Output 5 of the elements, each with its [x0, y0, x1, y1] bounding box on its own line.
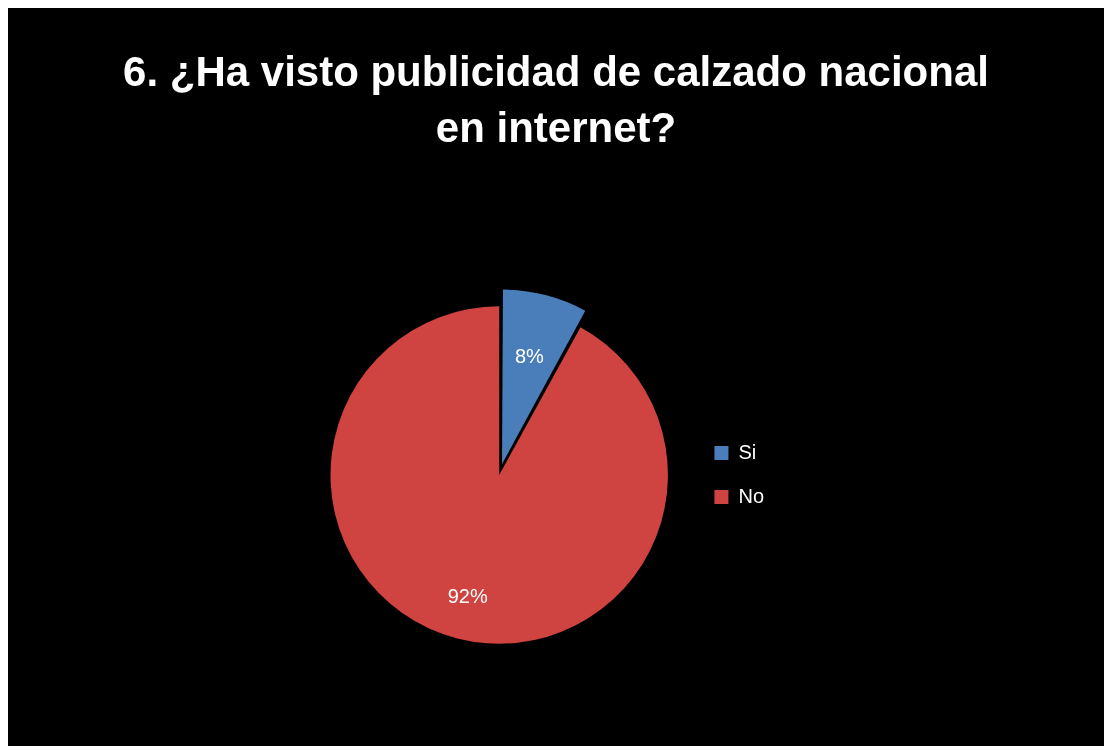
- chart-title: 6. ¿Ha visto publicidad de calzado nacional en internet?: [122, 47, 990, 153]
- legend-label: Si: [738, 440, 757, 463]
- data-label: 92%: [447, 585, 488, 608]
- legend-label: No: [738, 484, 765, 507]
- data-label: 8%: [514, 344, 545, 367]
